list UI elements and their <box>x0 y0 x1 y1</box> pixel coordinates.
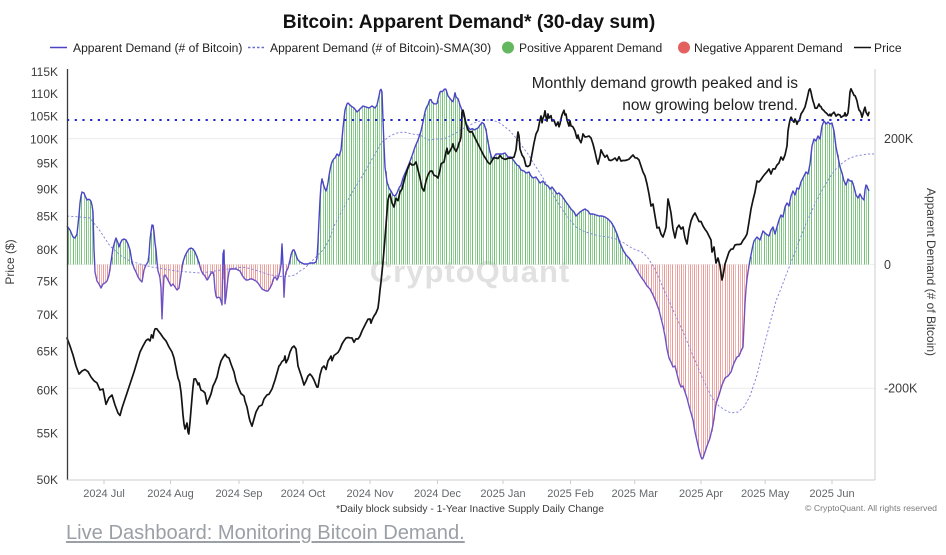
svg-text:-200K: -200K <box>884 382 918 396</box>
svg-text:Monthly demand growth peaked a: Monthly demand growth peaked and is <box>532 75 798 92</box>
svg-text:80K: 80K <box>37 243 58 257</box>
svg-text:*Daily block subsidy - 1-Year: *Daily block subsidy - 1-Year Inactive S… <box>336 504 604 515</box>
svg-text:Positive Apparent Demand: Positive Apparent Demand <box>519 41 662 55</box>
svg-text:Price: Price <box>874 41 902 55</box>
svg-text:Price ($): Price ($) <box>3 239 17 284</box>
svg-text:65K: 65K <box>37 345 58 359</box>
svg-text:2025 Apr: 2025 Apr <box>679 488 723 500</box>
svg-text:2024 Sep: 2024 Sep <box>215 488 262 500</box>
svg-text:Apparent Demand (# of Bitcoin): Apparent Demand (# of Bitcoin) <box>924 188 938 356</box>
svg-text:2024 Oct: 2024 Oct <box>281 488 326 500</box>
svg-text:Apparent Demand (# of Bitcoin): Apparent Demand (# of Bitcoin)-SMA(30) <box>270 41 491 55</box>
svg-text:2024 Nov: 2024 Nov <box>346 488 394 500</box>
svg-text:Bitcoin: Apparent Demand* (30-: Bitcoin: Apparent Demand* (30-day sum) <box>283 12 655 33</box>
svg-text:90K: 90K <box>37 182 58 196</box>
svg-text:0: 0 <box>884 258 891 272</box>
svg-text:55K: 55K <box>37 426 58 440</box>
svg-text:100K: 100K <box>30 132 58 146</box>
svg-text:60K: 60K <box>37 384 58 398</box>
svg-text:2025 Jan: 2025 Jan <box>480 488 525 500</box>
svg-text:Apparent Demand (# of Bitcoin): Apparent Demand (# of Bitcoin) <box>73 41 242 55</box>
svg-text:2024 Aug: 2024 Aug <box>147 488 194 500</box>
svg-text:2025 Mar: 2025 Mar <box>611 488 658 500</box>
svg-text:75K: 75K <box>37 274 58 288</box>
svg-text:50K: 50K <box>37 473 58 487</box>
svg-text:95K: 95K <box>37 157 58 171</box>
svg-text:now growing below trend.: now growing below trend. <box>622 97 798 114</box>
svg-text:110K: 110K <box>31 87 58 101</box>
svg-text:Negative Apparent Demand: Negative Apparent Demand <box>694 41 843 55</box>
svg-text:2025 Feb: 2025 Feb <box>547 488 593 500</box>
svg-text:2025 May: 2025 May <box>741 488 790 500</box>
svg-text:200K: 200K <box>884 132 914 146</box>
svg-text:© CryptoQuant. All rights rese: © CryptoQuant. All rights reserved <box>805 503 937 513</box>
svg-text:2024 Dec: 2024 Dec <box>414 488 462 500</box>
svg-text:105K: 105K <box>30 110 58 124</box>
svg-text:70K: 70K <box>37 308 58 322</box>
svg-text:85K: 85K <box>37 209 58 223</box>
svg-text:2025 Jun: 2025 Jun <box>809 488 854 500</box>
svg-text:2024 Jul: 2024 Jul <box>83 488 125 500</box>
svg-text:115K: 115K <box>31 65 58 79</box>
svg-text:Live Dashboard: Monitoring Bit: Live Dashboard: Monitoring Bitcoin Deman… <box>66 522 465 544</box>
